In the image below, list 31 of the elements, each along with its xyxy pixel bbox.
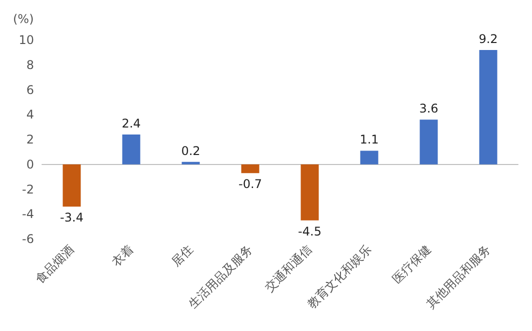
y-tick-label: 2 <box>26 132 34 146</box>
bar <box>420 120 438 164</box>
x-tick-label: 衣着 <box>109 242 136 269</box>
data-label: 1.1 <box>360 132 379 147</box>
data-label: -3.4 <box>60 210 84 225</box>
y-tick-label: 10 <box>18 33 34 47</box>
bar <box>182 162 200 164</box>
data-label: 3.6 <box>419 102 438 116</box>
bar <box>122 134 140 164</box>
bar <box>62 164 81 207</box>
y-axis-title: (%) <box>13 12 34 26</box>
x-tick-label: 医疗保健 <box>390 242 434 286</box>
y-tick-label: -2 <box>22 182 34 196</box>
bar <box>300 164 319 220</box>
y-tick-label: -6 <box>22 232 34 246</box>
data-label: 0.2 <box>181 144 200 158</box>
data-label: 9.2 <box>478 32 498 46</box>
data-label: -0.7 <box>238 177 262 192</box>
x-tick-label: 交通和通信 <box>262 242 315 294</box>
x-tick-label: 食品烟酒 <box>32 242 77 286</box>
bar <box>241 164 260 174</box>
data-label: -4.5 <box>298 224 322 238</box>
bar <box>479 50 498 164</box>
y-tick-label: 8 <box>26 58 34 72</box>
x-tick-label: 居住 <box>168 242 196 269</box>
y-tick-label: 6 <box>26 82 34 97</box>
y-tick-label: 4 <box>26 108 34 122</box>
y-tick-label: -4 <box>22 207 34 222</box>
y-tick-label: 0 <box>26 157 34 172</box>
bar <box>360 150 378 164</box>
data-label: 2.4 <box>122 116 141 131</box>
